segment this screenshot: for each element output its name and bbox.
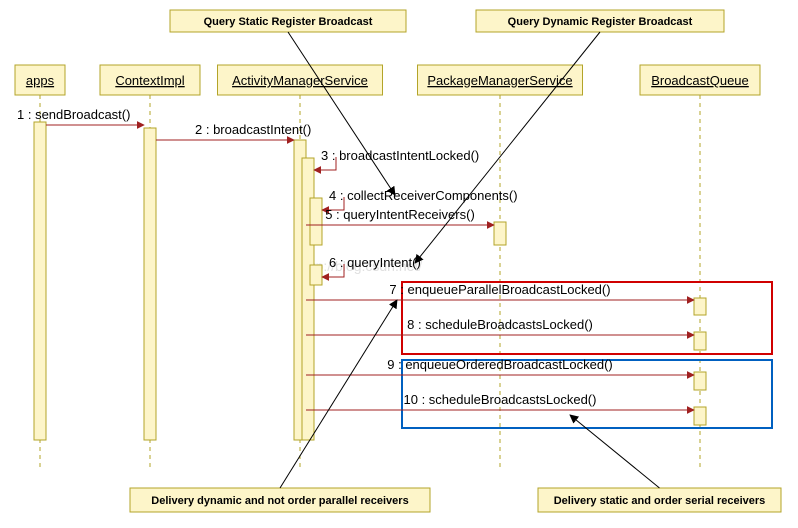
message-label-3: 3 : broadcastIntentLocked() xyxy=(321,148,479,163)
sequence-diagram: http://blog.csdn.net/appsContextImplActi… xyxy=(0,0,798,528)
activation-ams xyxy=(310,265,322,285)
note-text-1: Query Dynamic Register Broadcast xyxy=(508,16,693,28)
note-text-3: Delivery static and order serial receive… xyxy=(554,495,766,507)
actor-label-apps: apps xyxy=(26,73,55,88)
message-label-5: 5 : queryIntentReceivers() xyxy=(325,207,475,222)
activation-bq xyxy=(694,298,706,315)
actor-label-bq: BroadcastQueue xyxy=(651,73,749,88)
message-label-8: 8 : scheduleBroadcastsLocked() xyxy=(407,317,593,332)
message-label-4: 4 : collectReceiverComponents() xyxy=(329,188,518,203)
message-label-7: 7 : enqueueParallelBroadcastLocked() xyxy=(389,282,610,297)
activation-bq xyxy=(694,332,706,350)
message-label-9: 9 : enqueueOrderedBroadcastLocked() xyxy=(387,357,612,372)
activation-pms xyxy=(494,222,506,245)
message-label-6: 6 : queryIntent() xyxy=(329,255,421,270)
note-text-0: Query Static Register Broadcast xyxy=(204,16,373,28)
note-text-2: Delivery dynamic and not order parallel … xyxy=(151,495,408,507)
note-arrow-3 xyxy=(570,415,660,488)
actor-label-ctx: ContextImpl xyxy=(115,73,184,88)
message-label-1: 1 : sendBroadcast() xyxy=(17,107,130,122)
actor-label-ams: ActivityManagerService xyxy=(232,73,368,88)
activation-bq xyxy=(694,407,706,425)
actor-label-pms: PackageManagerService xyxy=(427,73,572,88)
message-label-10: 10 : scheduleBroadcastsLocked() xyxy=(404,392,597,407)
message-label-2: 2 : broadcastIntent() xyxy=(195,122,311,137)
activation-apps xyxy=(34,122,46,440)
activation-bq xyxy=(694,372,706,390)
activation-ctx xyxy=(144,128,156,440)
activation-ams xyxy=(310,198,322,245)
